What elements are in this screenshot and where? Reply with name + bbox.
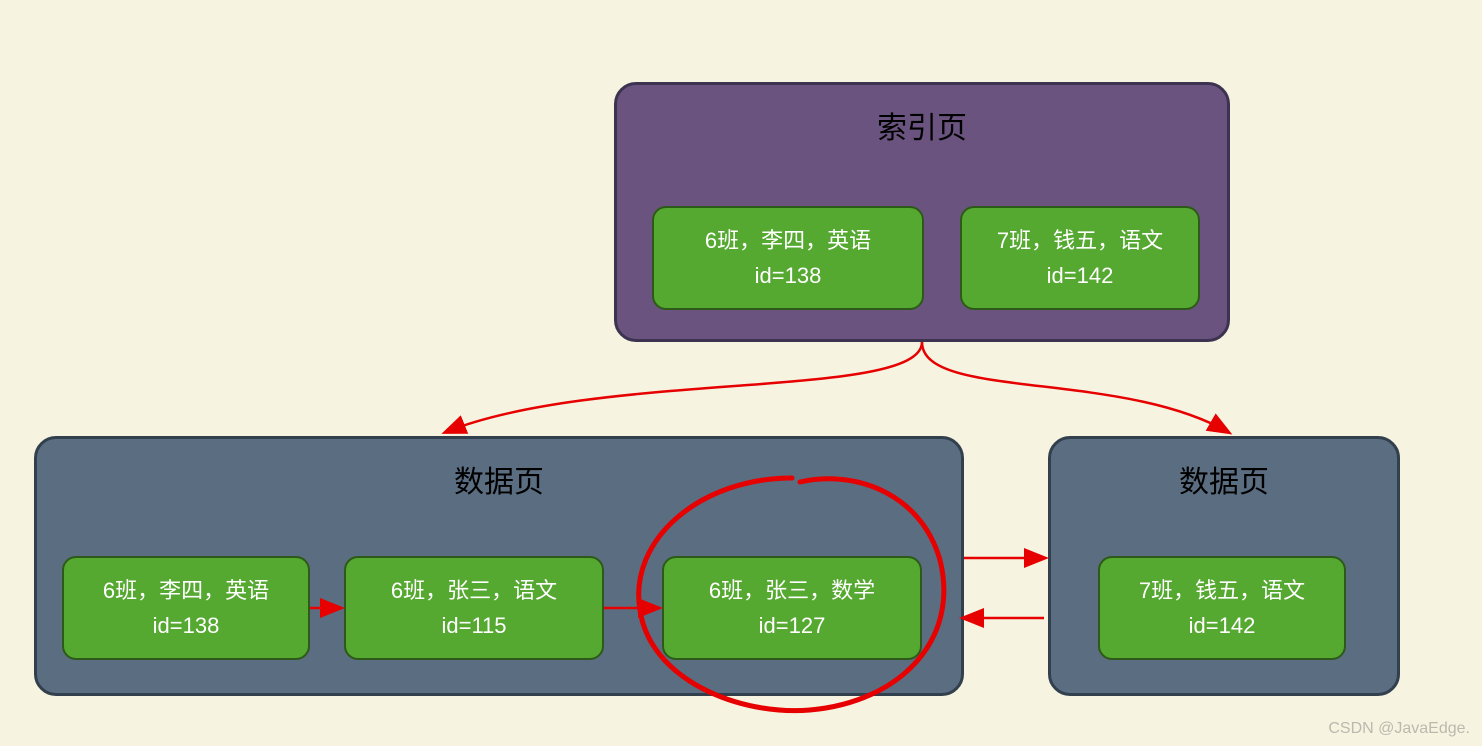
entry-line1: 6班，李四，英语	[103, 573, 269, 608]
entry-line2: id=142	[1047, 258, 1114, 293]
data-right-entry-0: 7班，钱五，语文 id=142	[1098, 556, 1346, 660]
entry-line1: 7班，钱五，语文	[997, 223, 1163, 258]
entry-line1: 6班，张三，数学	[709, 573, 875, 608]
index-entry-0: 6班，李四，英语 id=138	[652, 206, 924, 310]
index-page-title: 索引页	[617, 85, 1227, 147]
entry-line1: 7班，钱五，语文	[1139, 573, 1305, 608]
entry-line2: id=142	[1189, 608, 1256, 643]
data-left-entry-0: 6班，李四，英语 id=138	[62, 556, 310, 660]
entry-line2: id=138	[153, 608, 220, 643]
data-left-entry-1: 6班，张三，语文 id=115	[344, 556, 604, 660]
data-left-entry-2: 6班，张三，数学 id=127	[662, 556, 922, 660]
entry-line2: id=127	[759, 608, 826, 643]
data-page-left-title: 数据页	[37, 439, 961, 501]
entry-line2: id=138	[755, 258, 822, 293]
entry-line1: 6班，张三，语文	[391, 573, 557, 608]
entry-line1: 6班，李四，英语	[705, 223, 871, 258]
watermark-text: CSDN @JavaEdge.	[1328, 720, 1470, 738]
data-page-right-title: 数据页	[1051, 439, 1397, 501]
entry-line2: id=115	[441, 608, 506, 643]
index-entry-1: 7班，钱五，语文 id=142	[960, 206, 1200, 310]
